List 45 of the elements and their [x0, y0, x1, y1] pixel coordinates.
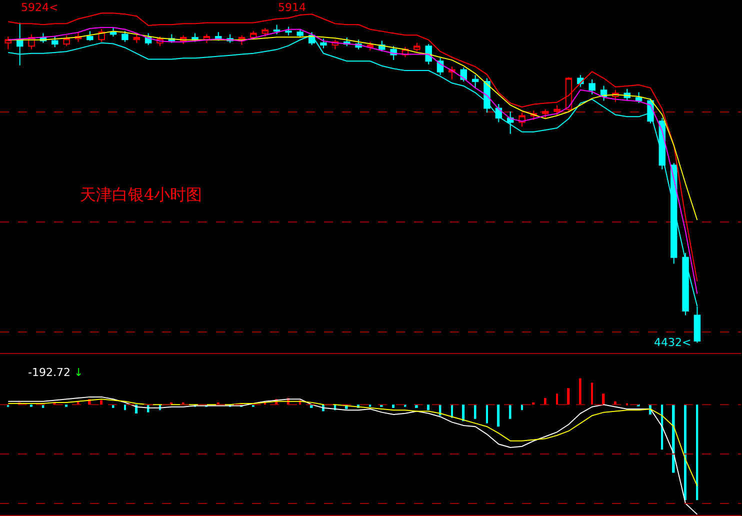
candlestick	[4, 36, 12, 50]
candlestick	[250, 30, 257, 40]
annotation: 4432<	[654, 336, 692, 349]
bar	[462, 404, 465, 422]
bar	[684, 404, 686, 500]
bar	[591, 382, 594, 405]
candlestick	[506, 111, 514, 134]
candlestick	[296, 28, 304, 38]
bar	[556, 394, 558, 405]
candlestick	[122, 30, 128, 42]
candlestick	[133, 34, 140, 44]
bar	[100, 400, 103, 405]
candlestick	[554, 104, 560, 116]
annotation: 5914	[278, 1, 306, 14]
bar	[427, 404, 430, 410]
candlestick	[52, 36, 58, 48]
candlestick	[472, 74, 479, 88]
bar	[579, 378, 582, 405]
candlestick	[484, 78, 490, 114]
bar	[544, 398, 546, 405]
text: 天津白银4小时图	[80, 185, 202, 204]
bar	[486, 404, 488, 424]
bar	[696, 404, 698, 500]
candlestick	[262, 27, 268, 37]
candlestick	[460, 67, 467, 82]
bar	[497, 404, 500, 427]
candlestick	[320, 38, 327, 49]
bar	[567, 388, 570, 405]
bar	[672, 404, 675, 473]
annotation: 5924<	[21, 1, 58, 14]
bar	[474, 404, 476, 419]
candlestick	[86, 30, 94, 42]
bar	[392, 404, 394, 408]
candlestick	[98, 28, 105, 42]
bar	[509, 404, 512, 419]
annotation: ↓	[74, 366, 84, 379]
bar	[521, 404, 523, 410]
candlestick	[588, 78, 596, 95]
candlestick	[542, 108, 549, 118]
annotation: -192.72	[28, 366, 70, 379]
candlestick	[414, 42, 420, 52]
candlestick	[63, 34, 70, 47]
bar	[124, 404, 126, 410]
candlestick	[425, 43, 432, 65]
candlestick	[273, 24, 280, 35]
